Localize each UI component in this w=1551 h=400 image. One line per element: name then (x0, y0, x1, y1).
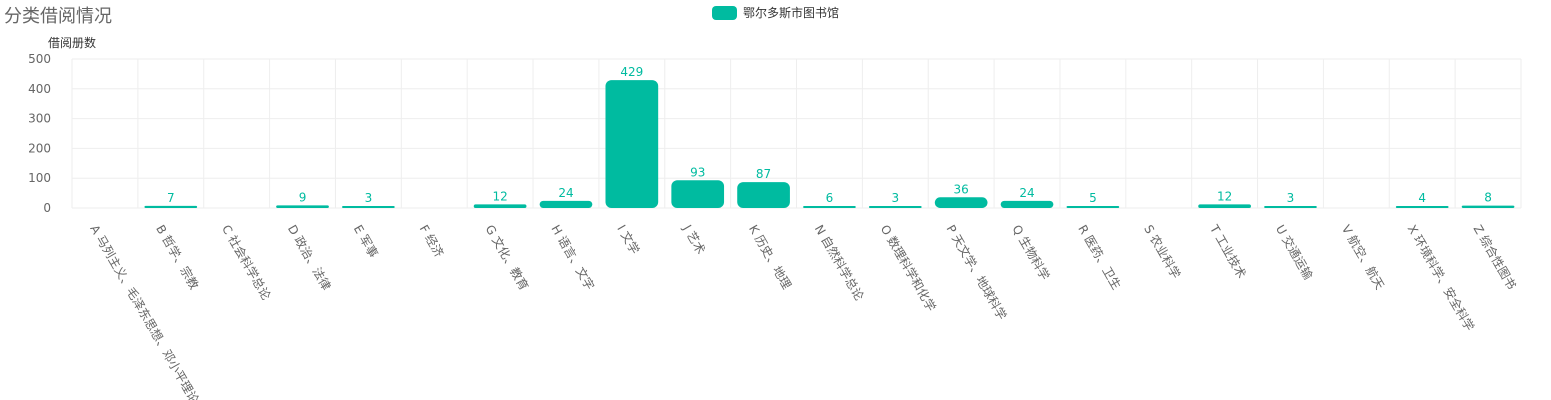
legend-label: 鄂尔多斯市图书馆 (743, 6, 840, 20)
bar (539, 200, 593, 208)
data-label: 429 (620, 65, 643, 79)
x-tick-label: H 语言、文字 (548, 222, 597, 293)
x-tick-label: J 艺术 (680, 222, 708, 257)
bar (803, 206, 856, 208)
bar (737, 182, 790, 208)
bar (868, 206, 922, 208)
x-tick-label: A 马列主义、毛泽东思想、邓小平理论 (87, 222, 202, 400)
x-tick-label: I 文学 (614, 222, 643, 257)
bar (342, 206, 395, 208)
y-tick-label: 0 (43, 201, 51, 215)
x-tick-label: B 哲学、宗教 (153, 222, 202, 292)
x-tick-label: R 医药、卫生 (1075, 223, 1123, 292)
y-tick-label: 500 (28, 52, 51, 66)
bar (1395, 206, 1449, 208)
x-tick-label: P 天文学、地球科学 (944, 222, 1011, 322)
x-tick-label: K 历史、地理 (746, 223, 794, 292)
data-label: 87 (756, 167, 771, 181)
data-label: 3 (1287, 191, 1295, 205)
bar (671, 180, 725, 208)
x-tick-label: U 交通运输 (1273, 222, 1316, 282)
data-label: 3 (365, 191, 373, 205)
data-label: 8 (1484, 191, 1492, 205)
bar (1000, 200, 1054, 208)
chart-title: 分类借阅情况 (4, 6, 112, 27)
x-tick-label: Q 生物科学 (1009, 222, 1053, 283)
data-label: 93 (690, 165, 705, 179)
data-label: 9 (299, 190, 307, 204)
bar (1461, 205, 1515, 208)
x-tick-label: X 环境科学、安全科学 (1405, 222, 1478, 333)
bar (605, 80, 659, 208)
data-label: 12 (1217, 189, 1232, 203)
data-label: 6 (826, 191, 834, 205)
y-tick-label: 100 (28, 171, 51, 185)
y-tick-label: 400 (28, 82, 51, 96)
x-tick-label: D 政治、法律 (285, 223, 334, 293)
data-label: 12 (492, 189, 507, 203)
data-label: 4 (1418, 191, 1426, 205)
x-tick-label: S 农业科学 (1141, 222, 1184, 281)
x-tick-label: Z 综合性图书 (1470, 222, 1519, 292)
x-tick-label: N 自然科学总论 (812, 222, 867, 303)
data-label: 36 (954, 182, 969, 196)
legend-swatch (712, 5, 737, 20)
data-label: 3 (891, 191, 899, 205)
x-tick-label: G 文化、教育 (483, 222, 533, 293)
y-tick-label: 200 (28, 141, 51, 155)
bar (276, 205, 329, 208)
data-label: 7 (167, 191, 175, 205)
bar (934, 197, 988, 208)
bar (1066, 206, 1120, 208)
data-label: 5 (1089, 191, 1097, 205)
x-tick-label: V 航空、航天 (1339, 222, 1388, 292)
bar (473, 204, 527, 208)
bar (144, 205, 198, 208)
data-label: 24 (1019, 186, 1034, 200)
bar (1264, 206, 1317, 208)
x-tick-label: T 工业技术 (1207, 222, 1249, 281)
x-tick-label: O 数理科学和化学 (878, 222, 940, 314)
y-axis-title: 借阅册数 (48, 35, 96, 50)
x-tick-label: F 经济 (417, 222, 447, 260)
y-tick-label: 300 (28, 112, 51, 126)
bar (1198, 204, 1251, 208)
x-tick-label: C 社会科学总论 (219, 222, 274, 302)
x-tick-label: E 军事 (351, 223, 381, 261)
data-label: 24 (558, 186, 573, 200)
legend[interactable]: 鄂尔多斯市图书馆 (712, 4, 839, 21)
